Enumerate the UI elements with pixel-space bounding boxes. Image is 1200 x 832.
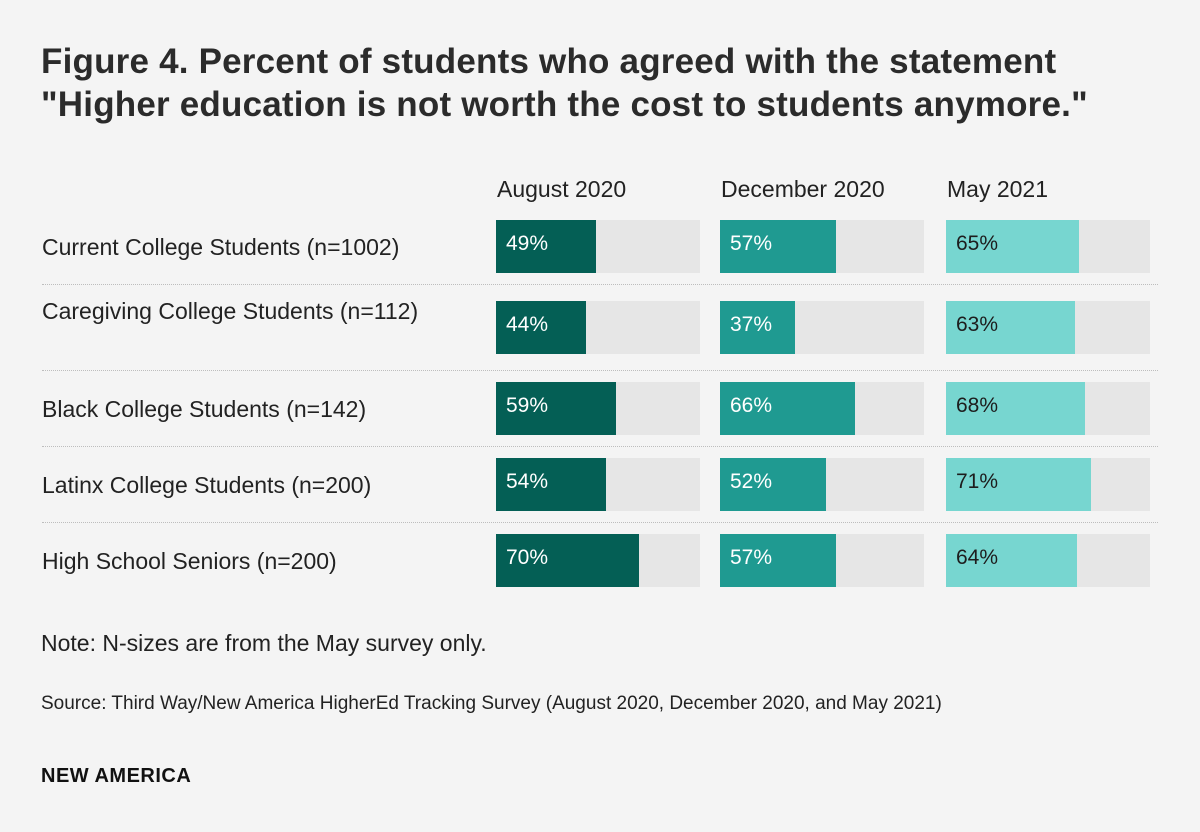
bar: 65%	[946, 220, 1079, 273]
row-divider	[42, 284, 1158, 285]
column-header-may-2021: May 2021	[947, 176, 1049, 202]
bar-track: 64%	[946, 534, 1150, 587]
column-header-december-2020: December 2020	[721, 176, 885, 202]
bar-value-label: 44%	[506, 313, 549, 336]
bar-track: 70%	[496, 534, 700, 587]
bar-value-label: 59%	[506, 394, 549, 417]
bar-track: 37%	[720, 301, 924, 354]
bar-value-label: 66%	[730, 394, 773, 417]
column-header-august-2020: August 2020	[497, 176, 627, 202]
bar-value-label: 57%	[730, 546, 773, 569]
bar-track: 54%	[496, 458, 700, 511]
bar-value-label: 52%	[730, 470, 773, 493]
bar: 44%	[496, 301, 586, 354]
bar-value-label: 70%	[506, 546, 549, 569]
row-label: Current College Students (n=1002)	[42, 234, 400, 260]
bar: 49%	[496, 220, 596, 273]
bar: 66%	[720, 382, 855, 435]
bar-value-label: 71%	[956, 470, 999, 493]
row-divider	[42, 446, 1158, 447]
bar-value-label: 49%	[506, 232, 549, 255]
bar: 63%	[946, 301, 1075, 354]
bar-value-label: 54%	[506, 470, 549, 493]
bar-track: 63%	[946, 301, 1150, 354]
bar: 70%	[496, 534, 639, 587]
bar: 71%	[946, 458, 1091, 511]
bar-value-label: 37%	[730, 313, 773, 336]
bar: 64%	[946, 534, 1077, 587]
brand-logo-text: NEW AMERICA	[41, 765, 192, 787]
bar-value-label: 57%	[730, 232, 773, 255]
row-label: Black College Students (n=142)	[42, 396, 367, 422]
bar: 54%	[496, 458, 606, 511]
chart-note: Note: N-sizes are from the May survey on…	[41, 630, 487, 656]
bar-track: 59%	[496, 382, 700, 435]
bar: 68%	[946, 382, 1085, 435]
row-divider	[42, 522, 1158, 523]
row-label: Latinx College Students (n=200)	[42, 472, 372, 498]
bar-track: 71%	[946, 458, 1150, 511]
bar: 57%	[720, 220, 836, 273]
bar: 52%	[720, 458, 826, 511]
bar-value-label: 68%	[956, 394, 999, 417]
bar-track: 66%	[720, 382, 924, 435]
bar-value-label: 63%	[956, 313, 999, 336]
bar: 59%	[496, 382, 616, 435]
row-label: High School Seniors (n=200)	[42, 548, 337, 574]
bar: 37%	[720, 301, 795, 354]
bar-track: 65%	[946, 220, 1150, 273]
bar: 57%	[720, 534, 836, 587]
bar-track: 52%	[720, 458, 924, 511]
row-divider	[42, 370, 1158, 371]
bar-track: 44%	[496, 301, 700, 354]
bar-track: 68%	[946, 382, 1150, 435]
chart-title: Figure 4. Percent of students who agreed…	[41, 42, 1088, 124]
bar-value-label: 65%	[956, 232, 999, 255]
bar-track: 57%	[720, 220, 924, 273]
row-label: Caregiving College Students (n=112)	[42, 298, 419, 324]
bar-track: 57%	[720, 534, 924, 587]
bar-value-label: 64%	[956, 546, 999, 569]
chart-source: Source: Third Way/New America HigherEd T…	[41, 693, 942, 714]
bar-track: 49%	[496, 220, 700, 273]
